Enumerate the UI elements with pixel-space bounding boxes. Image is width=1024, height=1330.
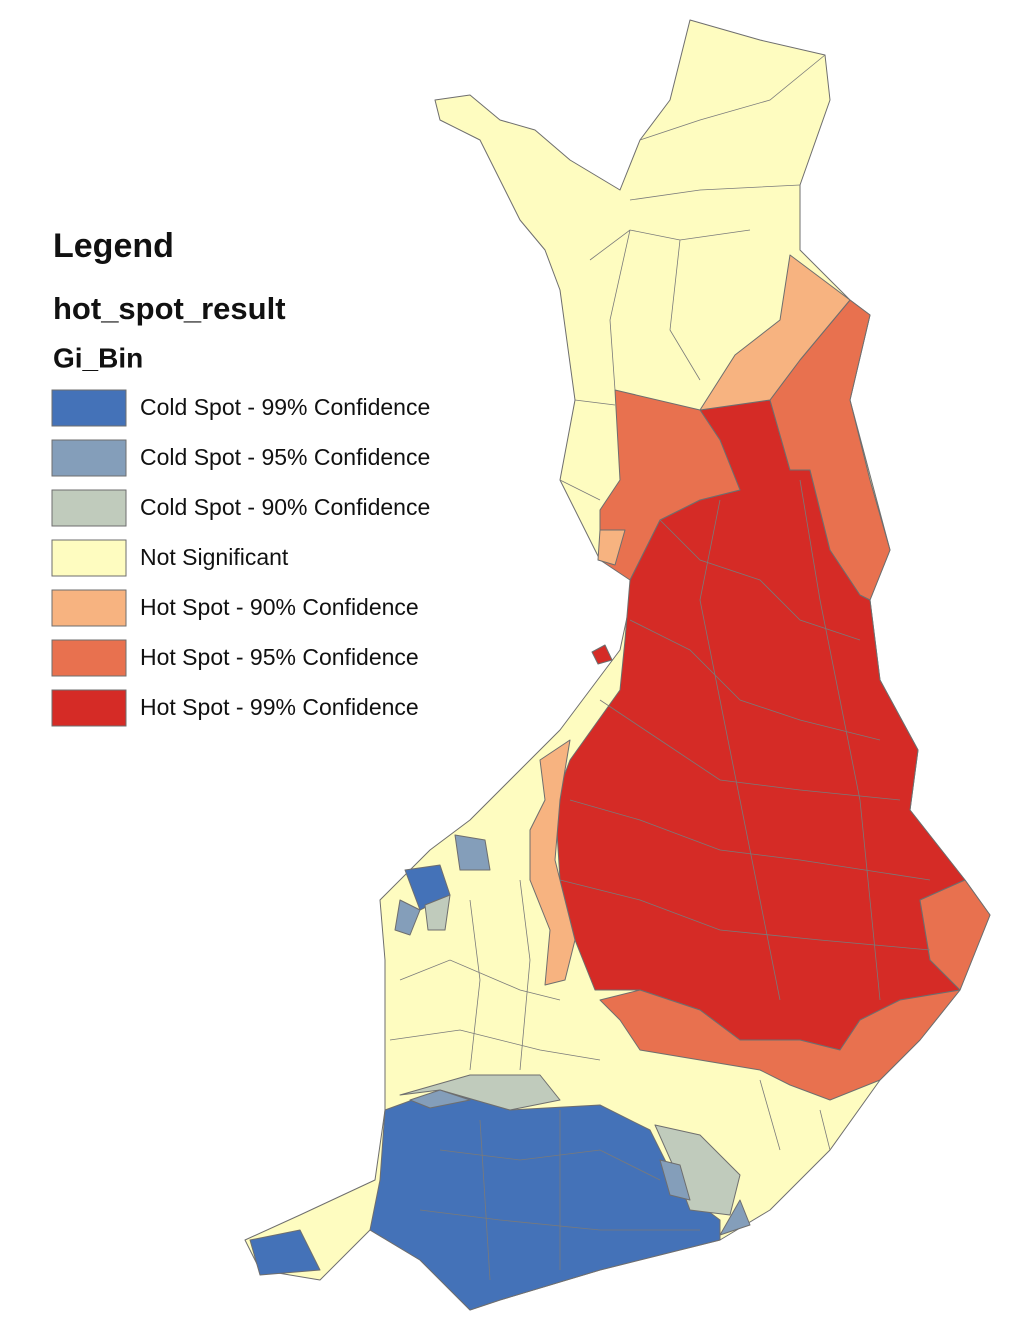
legend-label: Hot Spot - 90% Confidence <box>140 594 419 620</box>
legend-label: Cold Spot - 99% Confidence <box>140 394 430 420</box>
municipal-borders <box>389 54 931 1281</box>
legend-swatch <box>51 639 127 677</box>
border-line <box>559 479 931 1001</box>
region <box>409 1089 471 1109</box>
border-line <box>389 879 831 1281</box>
region <box>597 529 626 566</box>
legend: Legend hot_spot_result Gi_Bin Cold Spot … <box>51 227 430 727</box>
region <box>529 739 576 986</box>
legend-swatch <box>51 439 127 477</box>
region <box>424 894 451 931</box>
map-regions <box>244 19 991 1311</box>
legend-swatch <box>51 539 127 577</box>
region <box>659 1159 691 1201</box>
legend-swatch <box>51 389 127 427</box>
legend-swatch <box>51 489 127 527</box>
legend-swatch <box>51 589 127 627</box>
region <box>699 254 851 411</box>
region <box>249 1229 321 1276</box>
region <box>454 834 491 871</box>
region <box>394 899 421 936</box>
legend-label: Hot Spot - 99% Confidence <box>140 694 419 720</box>
legend-label: Cold Spot - 95% Confidence <box>140 444 430 470</box>
legend-field: Gi_Bin <box>53 342 143 373</box>
legend-label: Cold Spot - 90% Confidence <box>140 494 430 520</box>
legend-title: Legend <box>53 227 174 265</box>
region <box>369 1089 721 1311</box>
legend-layer: hot_spot_result <box>53 291 286 326</box>
region <box>719 1199 751 1236</box>
legend-label: Not Significant <box>140 544 289 570</box>
region <box>599 989 961 1101</box>
region <box>591 644 613 665</box>
border-line <box>559 54 826 501</box>
legend-swatch <box>51 689 127 727</box>
legend-label: Hot Spot - 95% Confidence <box>140 644 419 670</box>
